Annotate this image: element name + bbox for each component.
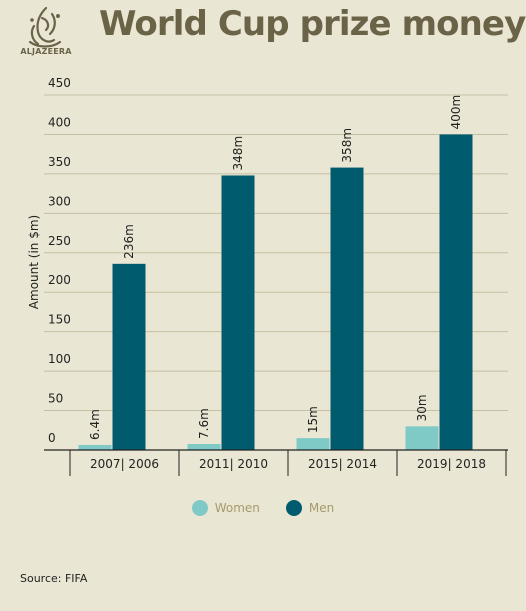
legend-item-men: Men — [285, 500, 335, 516]
legend-swatch-women — [191, 500, 208, 516]
x-tick-label: 2015| 2014 — [308, 457, 377, 471]
x-tick-label: 2011| 2010 — [199, 457, 268, 471]
data-label-women: 6.4m — [88, 409, 102, 440]
legend-label-women: Women — [214, 501, 260, 515]
bar-men — [221, 175, 255, 450]
bar-women — [405, 426, 439, 450]
bar-men — [330, 167, 364, 451]
bar-women — [296, 438, 330, 450]
data-label-men: 236m — [122, 224, 136, 259]
y-tick-label: 400 — [48, 115, 71, 129]
legend-item-women: Women — [191, 500, 260, 516]
data-label-men: 348m — [231, 136, 245, 171]
data-label-men: 400m — [449, 95, 463, 130]
bar-women — [78, 444, 112, 450]
bar-men — [112, 263, 146, 450]
chart-title: World Cup prize money — [99, 4, 526, 44]
legend: Women Men — [0, 500, 526, 516]
legend-swatch-men — [285, 500, 302, 516]
data-label-women: 15m — [306, 406, 320, 433]
legend-label-men: Men — [308, 501, 335, 515]
bar-women — [187, 444, 221, 450]
y-tick-label: 450 — [48, 76, 71, 90]
bar-men — [439, 134, 473, 450]
y-tick-label: 200 — [48, 273, 71, 287]
x-tick-label: 2007| 2006 — [90, 457, 159, 471]
brand-name: ALJAZEERA — [20, 47, 72, 56]
data-label-women: 30m — [415, 394, 429, 421]
y-tick-label: 300 — [48, 194, 71, 208]
y-tick-label: 50 — [48, 392, 63, 406]
x-tick-label: 2019| 2018 — [417, 457, 486, 471]
data-label-men: 358m — [340, 128, 354, 163]
y-tick-label: 150 — [48, 313, 71, 327]
data-label-women: 7.6m — [197, 408, 211, 439]
y-tick-label: 0 — [48, 431, 56, 445]
source-note: Source: FIFA — [20, 572, 88, 585]
y-axis-label: Amount (in $m) — [27, 215, 41, 309]
y-tick-label: 350 — [48, 155, 71, 169]
y-tick-label: 250 — [48, 234, 71, 248]
aljazeera-logo-icon — [28, 6, 62, 48]
y-tick-label: 100 — [48, 352, 71, 366]
